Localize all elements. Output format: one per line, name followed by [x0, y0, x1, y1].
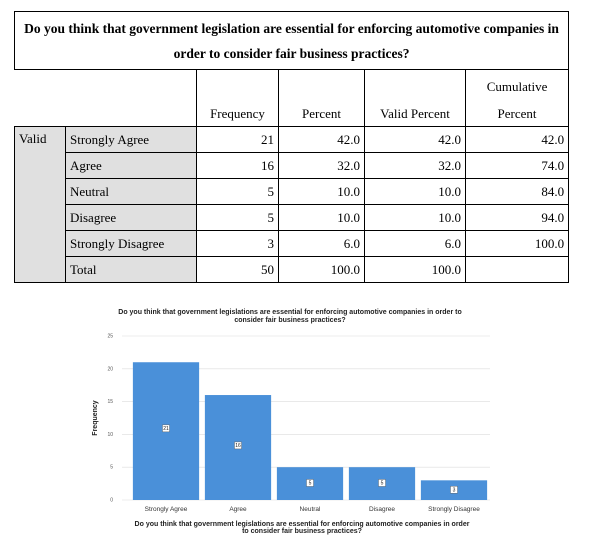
- x-category-label: Neutral: [300, 506, 322, 513]
- cell-cumulative: 84.0: [464, 178, 570, 205]
- x-category-label: Strongly Agree: [145, 506, 188, 513]
- cell-percent: 10.0: [278, 178, 365, 205]
- row-label: Neutral: [65, 178, 197, 205]
- cell-percent: 32.0: [278, 152, 365, 179]
- cell-percent: 10.0: [278, 204, 365, 231]
- table-title: Do you think that government legislation…: [13, 11, 570, 70]
- row-label: Disagree: [65, 204, 197, 231]
- table-row: Strongly Disagree 3 6.0 6.0 100.0: [15, 230, 570, 257]
- y-tick-label: 10: [107, 432, 113, 438]
- table-row: Valid Strongly Agree 21 42.0 42.0 42.0: [14, 126, 570, 283]
- cell-valid-percent: 10.0: [364, 178, 466, 205]
- cell-valid-percent: 6.0: [364, 230, 466, 257]
- x-axis-title-line2: to consider fair business practices?: [242, 528, 362, 535]
- cell-frequency: 21: [196, 126, 279, 153]
- y-tick-label: 15: [107, 399, 113, 405]
- cell-valid-percent: 42.0: [364, 126, 466, 153]
- data-label-box: [162, 424, 170, 433]
- y-axis-title: Frequency: [92, 400, 99, 436]
- frequency-table: Do you think that government legislation…: [13, 11, 570, 283]
- bar-chart: Do you think that government legislation…: [92, 309, 490, 535]
- cell-frequency: 3: [196, 230, 279, 257]
- data-label-box: [450, 486, 458, 494]
- chart-title-line1: Do you think that government legislation…: [118, 309, 461, 316]
- data-label-box: [378, 479, 386, 487]
- header-frequency: Frequency: [196, 69, 279, 127]
- cell-valid-percent: 32.0: [364, 152, 466, 179]
- cell-percent: 6.0: [278, 230, 365, 257]
- cell-valid-percent: 10.0: [364, 204, 466, 231]
- group-label: Valid: [14, 126, 66, 283]
- cell-frequency: 16: [196, 152, 279, 179]
- header-percent: Percent: [278, 69, 365, 127]
- row-label: Strongly Disagree: [65, 230, 197, 257]
- x-category-label: Strongly Disagree: [428, 506, 480, 513]
- cell-percent: 42.0: [278, 126, 365, 153]
- data-label: 16: [235, 443, 241, 449]
- x-axis-title-line1: Do you think that government legislation…: [135, 521, 470, 528]
- y-tick-label: 0: [110, 498, 113, 504]
- y-tick-label: 5: [110, 465, 113, 471]
- y-tick-label: 20: [107, 366, 113, 372]
- header-valid-percent: Valid Percent: [364, 69, 466, 127]
- data-label: 5: [381, 481, 384, 487]
- table-row: Neutral 5 10.0 10.0 84.0: [15, 178, 570, 205]
- x-category-label: Disagree: [369, 506, 395, 513]
- data-label: 5: [309, 481, 312, 487]
- y-tick-label: 25: [107, 334, 113, 340]
- table-row: Disagree 5 10.0 10.0 94.0: [15, 204, 570, 231]
- cell-frequency: 50: [196, 256, 279, 283]
- cell-frequency: 5: [196, 204, 279, 231]
- row-label: Strongly Agree: [65, 126, 197, 153]
- cell-cumulative: 74.0: [464, 152, 570, 179]
- cell-cumulative: 100.0: [464, 230, 570, 257]
- header-blank: [15, 70, 197, 127]
- header-cumulative-line1: Cumulative: [486, 79, 548, 94]
- cell-percent: 100.0: [278, 256, 365, 283]
- data-label-box: [306, 479, 314, 487]
- header-cumulative-percent: Cumulative Percent: [464, 69, 570, 127]
- cell-cumulative: [464, 256, 570, 283]
- x-axis-categories: Strongly Agree Agree Neutral Disagree Strong…: [145, 506, 481, 513]
- row-label: Agree: [65, 152, 197, 179]
- chart-title-line2: consider fair business practices?: [234, 317, 345, 324]
- cell-cumulative: 42.0: [464, 126, 570, 153]
- table-row: Agree 16 32.0 32.0 74.0: [15, 152, 570, 179]
- data-label: 3: [453, 487, 456, 493]
- x-category-label: Agree: [229, 506, 247, 513]
- data-label-box: [234, 441, 242, 450]
- row-label: Total: [65, 256, 197, 283]
- data-label: 21: [163, 426, 169, 432]
- cell-valid-percent: 100.0: [364, 256, 466, 283]
- bars: 21 16 5 5 3: [132, 362, 488, 500]
- cell-frequency: 5: [196, 178, 279, 205]
- cell-cumulative: 94.0: [464, 204, 570, 231]
- y-axis-ticks: 0 5 10 15 20 25: [107, 334, 113, 504]
- table-row-total: Total 50 100.0 100.0: [15, 256, 570, 283]
- header-cumulative-line2: Percent: [497, 106, 537, 121]
